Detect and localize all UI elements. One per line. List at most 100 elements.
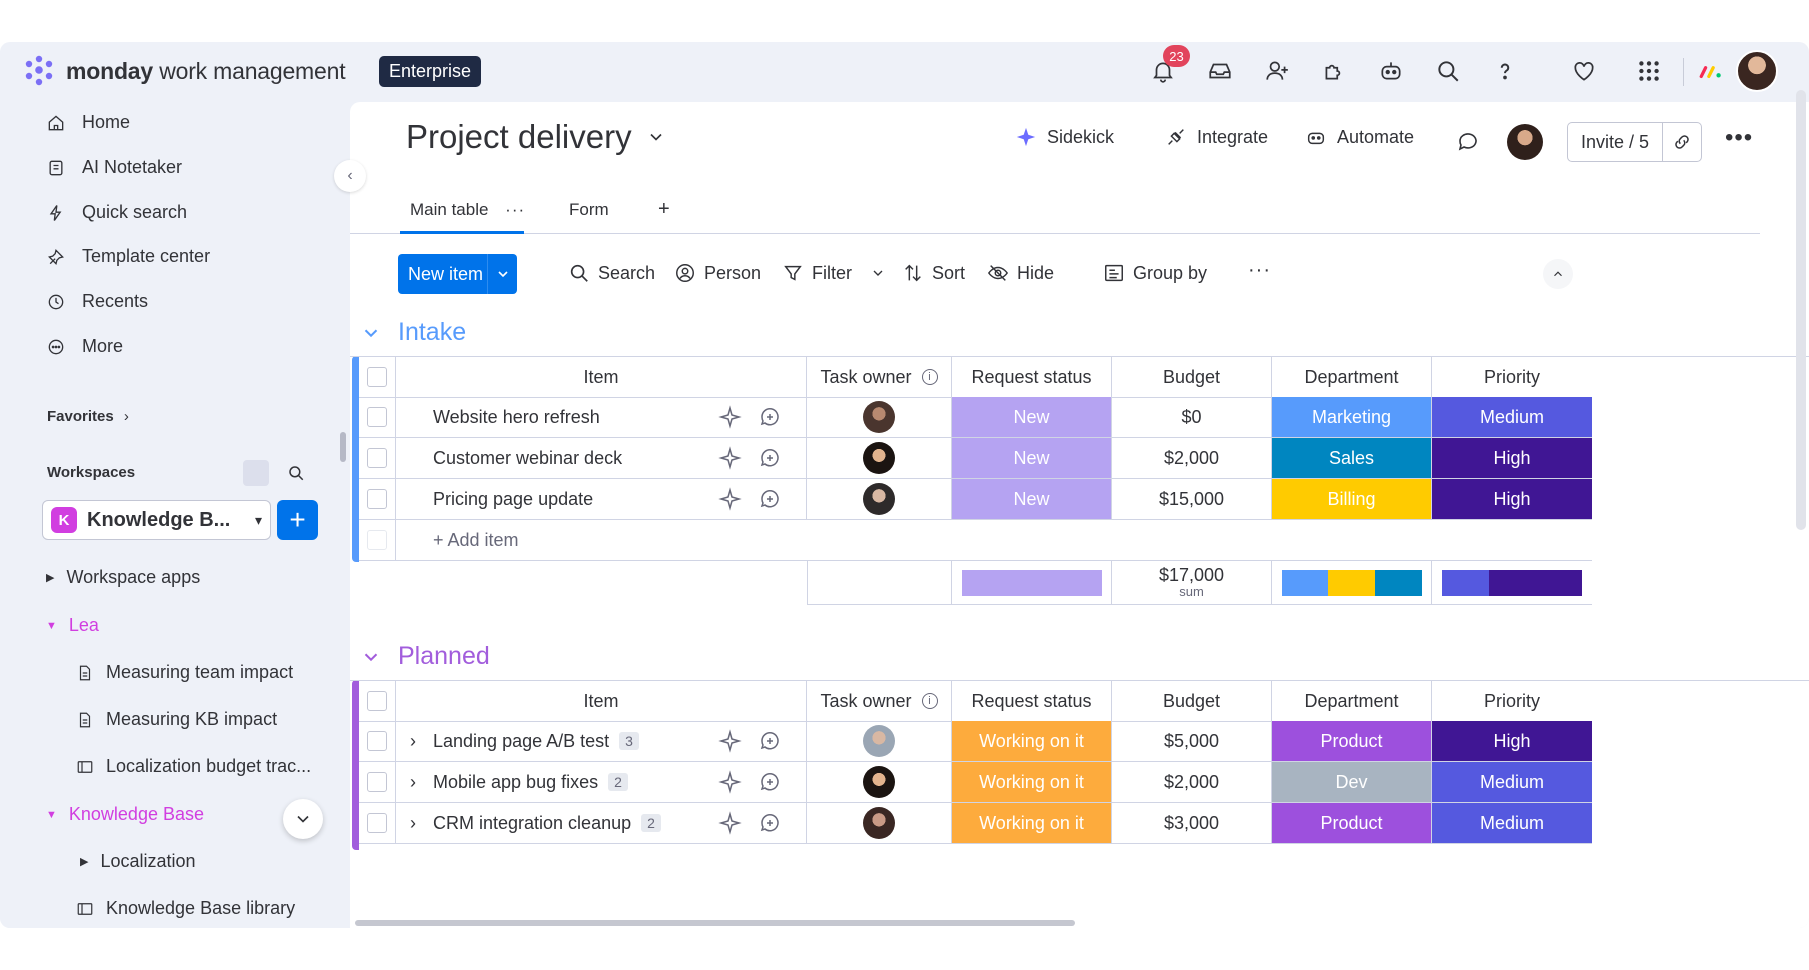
collapse-toolbar-button[interactable]: [1543, 259, 1573, 289]
row-checkbox-cell[interactable]: [359, 803, 396, 844]
priority-cell[interactable]: High: [1432, 479, 1592, 520]
expand-subitems-icon[interactable]: ›: [410, 730, 416, 751]
user-avatar[interactable]: [1736, 50, 1778, 92]
column-header-department[interactable]: Department: [1272, 681, 1432, 722]
add-view-button[interactable]: +: [658, 198, 670, 220]
ai-sparkle-icon[interactable]: [718, 770, 742, 794]
row-checkbox-cell[interactable]: [359, 721, 396, 762]
scroll-down-button[interactable]: [283, 799, 323, 839]
column-header-task-owner[interactable]: Task owner i: [807, 357, 952, 398]
item-name[interactable]: Customer webinar deck: [396, 438, 694, 479]
add-update-icon[interactable]: [758, 405, 782, 429]
column-header-budget[interactable]: Budget: [1112, 681, 1272, 722]
department-cell[interactable]: Sales: [1272, 438, 1432, 479]
workspace-options-button[interactable]: [243, 460, 269, 486]
group-by-button[interactable]: Group by: [1103, 262, 1207, 284]
add-item-row[interactable]: + Add item: [350, 520, 1809, 561]
toolbar-more-icon[interactable]: ···: [1248, 259, 1271, 281]
summary-status-cell[interactable]: [952, 561, 1112, 605]
add-update-icon[interactable]: [758, 446, 782, 470]
person-filter-button[interactable]: Person: [674, 262, 761, 284]
help-icon[interactable]: [1490, 56, 1520, 86]
hide-button[interactable]: Hide: [987, 262, 1054, 284]
select-all-checkbox[interactable]: [367, 691, 387, 711]
invite-members-icon[interactable]: [1262, 56, 1292, 86]
group-header-intake[interactable]: Intake: [360, 318, 466, 347]
add-update-icon[interactable]: [758, 487, 782, 511]
tree-board-localization-budget[interactable]: Localization budget trac...: [76, 756, 311, 777]
expand-subitems-icon[interactable]: ›: [410, 771, 416, 792]
tab-form[interactable]: Form: [569, 200, 609, 219]
row-checkbox[interactable]: [367, 407, 387, 427]
budget-cell[interactable]: $15,000: [1112, 479, 1272, 520]
nav-recents[interactable]: Recents: [46, 291, 148, 312]
task-owner-cell[interactable]: [807, 721, 952, 762]
summary-department-cell[interactable]: [1272, 561, 1432, 605]
select-all-cell[interactable]: [359, 357, 396, 398]
ai-sparkle-icon[interactable]: [718, 446, 742, 470]
integrate-button[interactable]: Integrate: [1165, 126, 1268, 148]
ai-bot-icon[interactable]: [1376, 56, 1406, 86]
summary-priority-cell[interactable]: [1432, 561, 1592, 605]
sidebar-scrollbar[interactable]: [340, 432, 346, 462]
column-header-budget[interactable]: Budget: [1112, 357, 1272, 398]
add-update-icon[interactable]: [758, 729, 782, 753]
tree-workspace-apps[interactable]: ▶ Workspace apps: [46, 567, 200, 588]
department-cell[interactable]: Billing: [1272, 479, 1432, 520]
budget-cell[interactable]: $5,000: [1112, 721, 1272, 762]
invite-button[interactable]: Invite / 5: [1567, 122, 1702, 162]
request-status-cell[interactable]: Working on it: [952, 803, 1112, 844]
tree-folder-lea[interactable]: ▼ Lea: [46, 615, 99, 636]
tree-board-kb-library[interactable]: Knowledge Base library: [76, 898, 295, 919]
tab-main-table[interactable]: Main table ···: [410, 200, 525, 220]
row-checkbox[interactable]: [367, 448, 387, 468]
ai-sparkle-icon[interactable]: [718, 487, 742, 511]
row-checkbox-cell[interactable]: [359, 397, 396, 438]
expand-subitems-icon[interactable]: ›: [410, 812, 416, 833]
budget-cell[interactable]: $3,000: [1112, 803, 1272, 844]
new-item-button[interactable]: New item: [398, 254, 517, 294]
priority-cell[interactable]: High: [1432, 721, 1592, 762]
request-status-cell[interactable]: New: [952, 438, 1112, 479]
collapse-sidebar-button[interactable]: ‹: [334, 160, 366, 192]
tree-board-measuring-team-impact[interactable]: Measuring team impact: [76, 662, 293, 683]
select-all-cell[interactable]: [359, 681, 396, 722]
group-header-planned[interactable]: Planned: [360, 642, 490, 671]
column-header-priority[interactable]: Priority: [1432, 681, 1592, 722]
add-update-icon[interactable]: [758, 770, 782, 794]
search-icon[interactable]: [1433, 56, 1463, 86]
tree-folder-localization[interactable]: ▶ Localization: [80, 851, 196, 872]
chevron-down-icon[interactable]: [870, 265, 886, 281]
favorites-section[interactable]: Favorites ›: [47, 408, 129, 425]
item-name-cell[interactable]: › Landing page A/B test 3: [396, 721, 694, 762]
nav-quick-search[interactable]: Quick search: [46, 202, 187, 223]
task-owner-cell[interactable]: [807, 479, 952, 520]
item-name-cell[interactable]: › Mobile app bug fixes 2: [396, 762, 694, 803]
column-header-item[interactable]: Item: [396, 357, 807, 398]
task-owner-cell[interactable]: [807, 762, 952, 803]
sidekick-button[interactable]: Sidekick: [1015, 126, 1114, 148]
vertical-scrollbar[interactable]: [1796, 90, 1806, 530]
item-name[interactable]: Website hero refresh: [396, 397, 694, 438]
request-status-cell[interactable]: Working on it: [952, 721, 1112, 762]
info-icon[interactable]: i: [921, 693, 938, 709]
sort-button[interactable]: Sort: [902, 262, 965, 284]
ai-sparkle-icon[interactable]: [718, 405, 742, 429]
budget-cell[interactable]: $0: [1112, 397, 1272, 438]
nav-home[interactable]: Home: [46, 112, 130, 133]
budget-cell[interactable]: $2,000: [1112, 762, 1272, 803]
search-button[interactable]: Search: [568, 262, 655, 284]
workspace-search-icon[interactable]: [287, 464, 305, 482]
apps-puzzle-icon[interactable]: [1319, 56, 1349, 86]
table-row[interactable]: › Mobile app bug fixes 2 Working on it $…: [350, 762, 1809, 803]
request-status-cell[interactable]: New: [952, 479, 1112, 520]
info-icon[interactable]: i: [921, 369, 938, 385]
row-checkbox[interactable]: [367, 489, 387, 509]
priority-cell[interactable]: Medium: [1432, 803, 1592, 844]
board-more-icon[interactable]: •••: [1725, 124, 1754, 151]
row-checkbox-cell[interactable]: [359, 479, 396, 520]
table-row[interactable]: › CRM integration cleanup 2 Working on i…: [350, 803, 1809, 844]
copy-link-icon[interactable]: [1663, 132, 1701, 152]
nav-more[interactable]: More: [46, 336, 123, 357]
row-checkbox[interactable]: [367, 772, 387, 792]
